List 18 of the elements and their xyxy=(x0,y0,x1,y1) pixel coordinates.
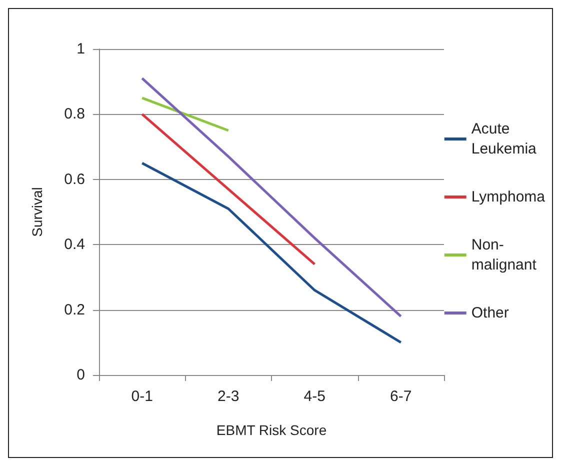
x-tick-label: 4-5 xyxy=(304,388,326,405)
y-tick-label: 1 xyxy=(76,40,85,58)
x-tick-label: 0-1 xyxy=(131,388,153,405)
y-axis-title: Survival xyxy=(29,187,45,237)
y-tick-label: 0.6 xyxy=(64,170,85,188)
legend-label: Non-malignant xyxy=(471,236,538,274)
legend-label: Lymphoma xyxy=(471,188,546,206)
x-tick-label: 6-7 xyxy=(390,388,412,405)
legend-label: Other xyxy=(471,304,509,322)
y-tick-label: 0.2 xyxy=(64,301,85,318)
legend-label: Acute Leukemia xyxy=(471,120,538,158)
y-tick-label: 0.4 xyxy=(64,236,85,254)
line-series xyxy=(140,77,402,318)
x-axis-title: EBMT Risk Score xyxy=(216,422,327,438)
line-series xyxy=(140,162,402,344)
y-tick-label: 0 xyxy=(76,366,85,384)
y-tick-label: 0.8 xyxy=(64,106,85,123)
x-tick-label: 2-3 xyxy=(218,388,240,405)
